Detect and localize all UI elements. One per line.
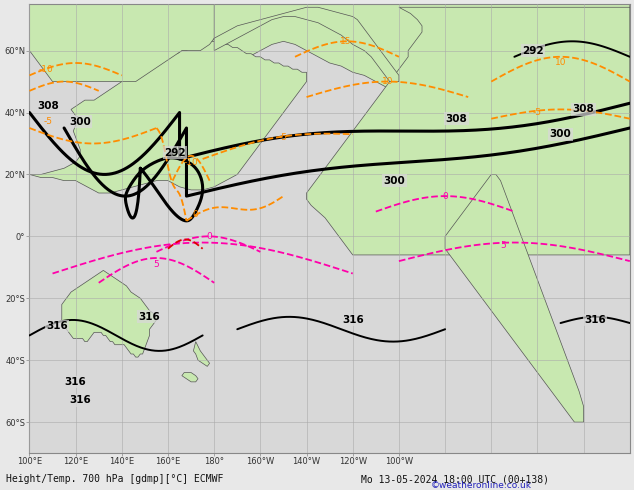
Text: 316: 316: [69, 395, 91, 405]
Text: 0: 0: [193, 210, 198, 219]
Text: 316: 316: [139, 312, 160, 322]
Text: 316: 316: [585, 315, 606, 325]
Text: 308: 308: [573, 104, 595, 115]
Polygon shape: [29, 4, 399, 81]
Text: 5: 5: [153, 260, 159, 269]
Polygon shape: [445, 174, 584, 422]
Polygon shape: [29, 4, 630, 205]
Text: 308: 308: [37, 101, 59, 111]
Text: 0: 0: [207, 232, 212, 241]
Polygon shape: [99, 100, 140, 140]
Text: 300: 300: [384, 175, 405, 186]
Text: 292: 292: [522, 46, 544, 55]
Text: ©weatheronline.co.uk: ©weatheronline.co.uk: [431, 481, 532, 490]
Polygon shape: [193, 342, 210, 367]
Text: -10: -10: [38, 65, 53, 74]
Polygon shape: [89, 119, 103, 134]
Text: 0: 0: [443, 192, 448, 200]
Text: -5: -5: [533, 108, 542, 117]
Text: 300: 300: [550, 129, 571, 139]
Text: 10: 10: [555, 58, 566, 68]
Text: 316: 316: [46, 321, 68, 331]
Text: 15: 15: [340, 37, 352, 46]
Text: Height/Temp. 700 hPa [gdmp][°C] ECMWF: Height/Temp. 700 hPa [gdmp][°C] ECMWF: [6, 474, 224, 484]
Polygon shape: [29, 41, 307, 193]
Text: 308: 308: [446, 114, 467, 123]
Text: -5: -5: [279, 133, 288, 142]
Polygon shape: [182, 372, 198, 382]
Text: Mo 13-05-2024 18:00 UTC (00+138): Mo 13-05-2024 18:00 UTC (00+138): [361, 474, 550, 484]
Text: -5: -5: [44, 117, 53, 126]
Text: 10: 10: [382, 77, 393, 86]
Text: 5: 5: [500, 241, 506, 250]
Text: 316: 316: [65, 377, 86, 387]
Text: 316: 316: [342, 315, 364, 325]
Text: 292: 292: [164, 148, 186, 158]
Polygon shape: [61, 270, 158, 357]
Polygon shape: [307, 7, 630, 255]
Text: 300: 300: [69, 117, 91, 127]
Text: -10: -10: [184, 158, 198, 167]
